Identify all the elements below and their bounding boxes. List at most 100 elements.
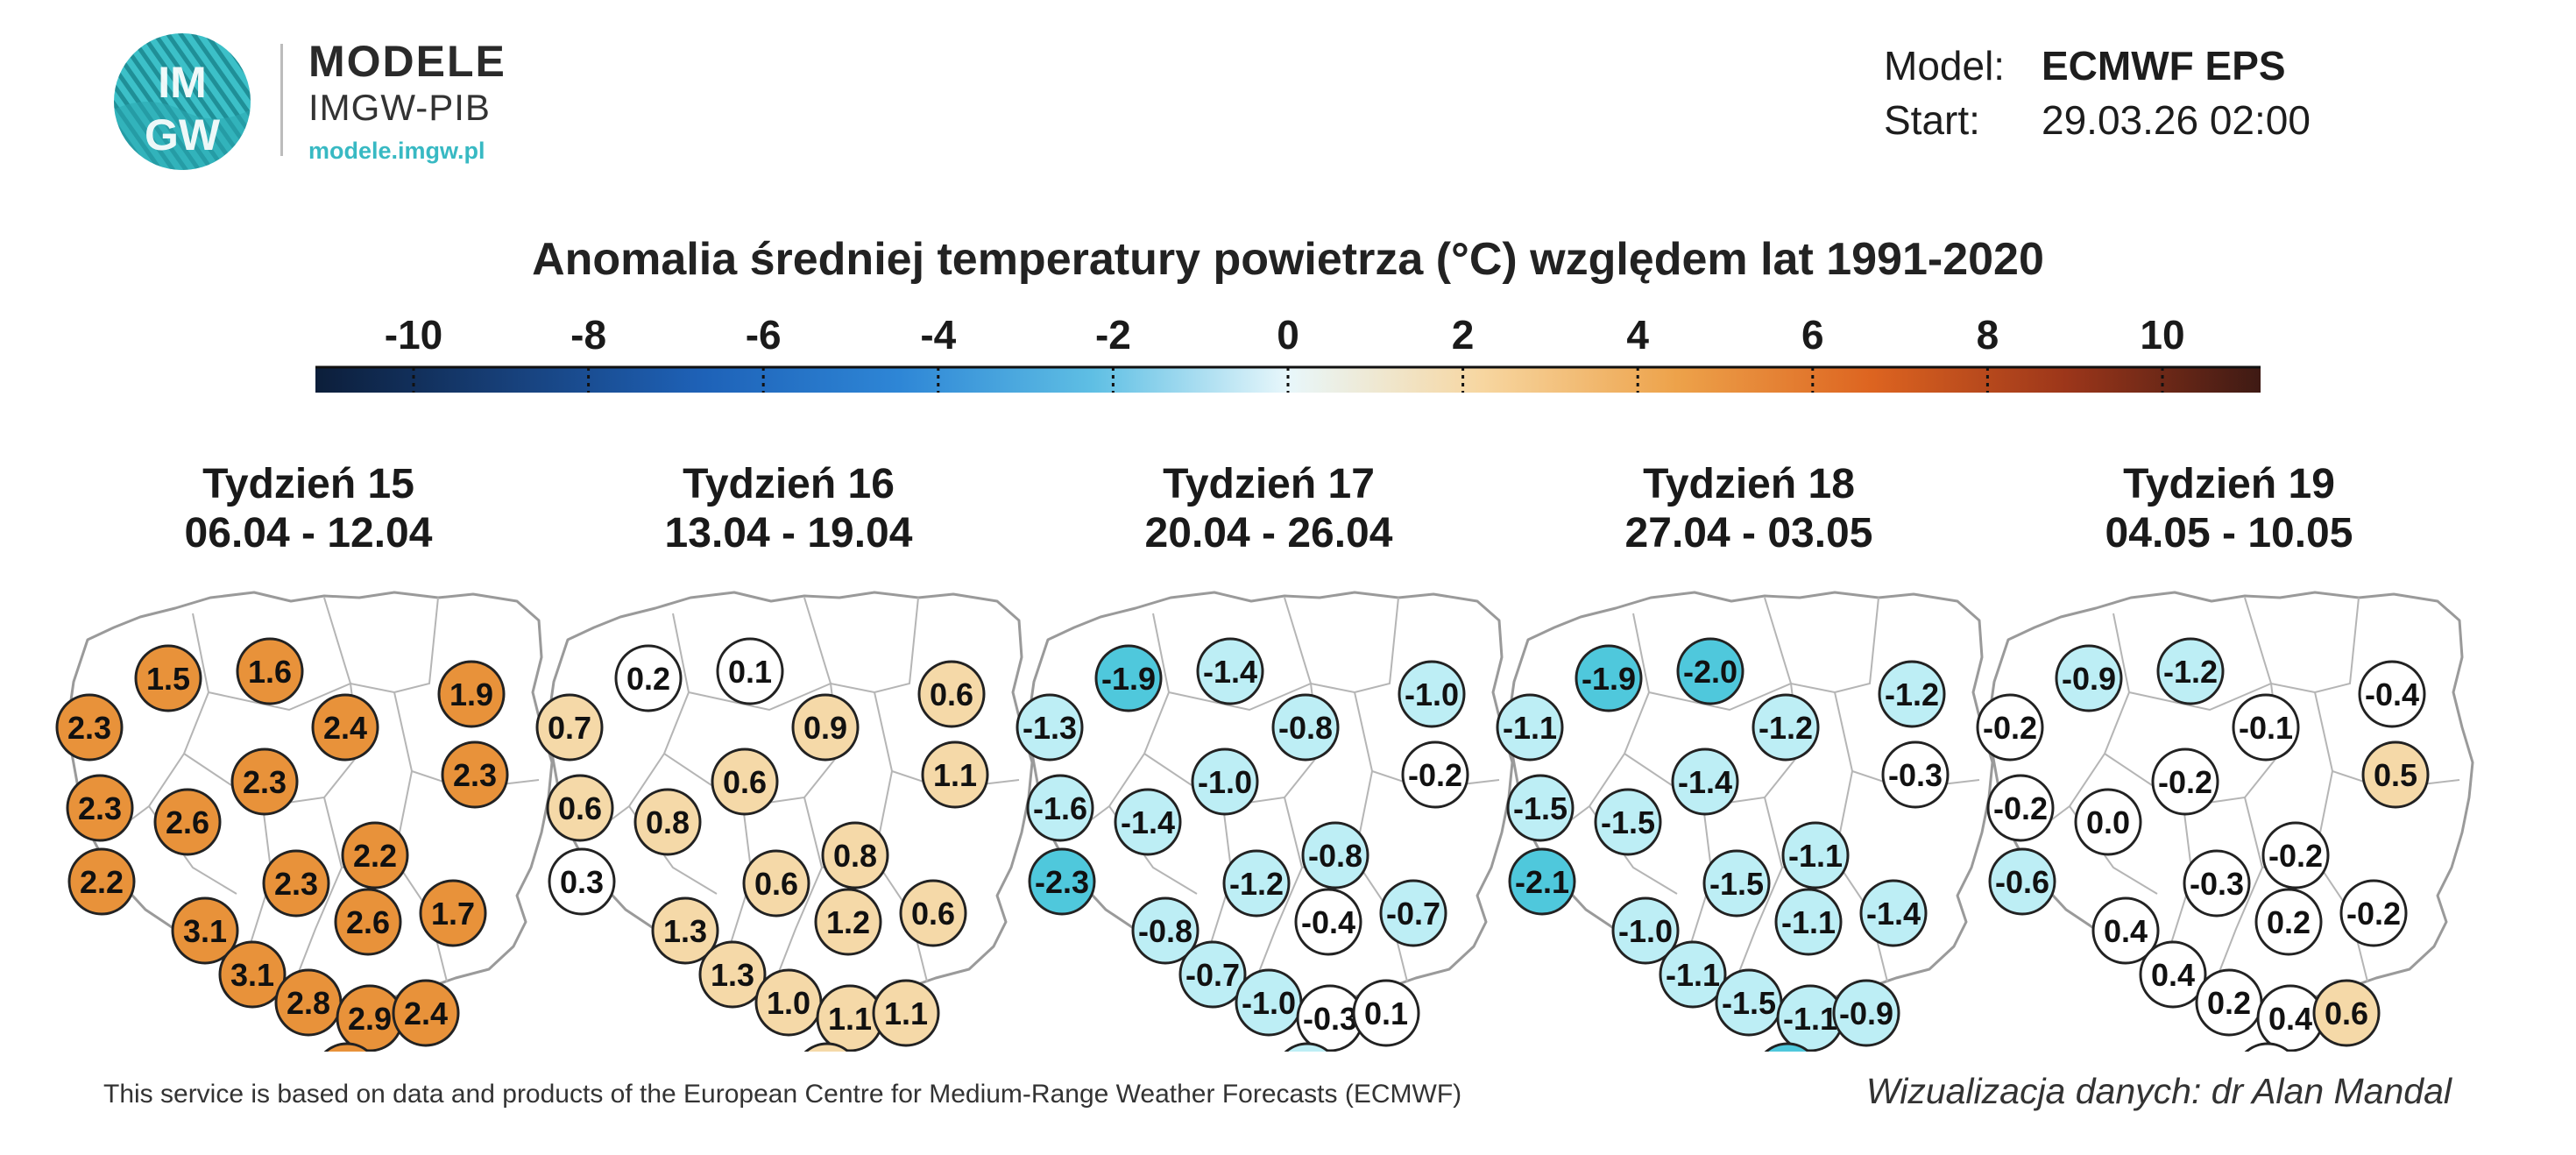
anomaly-marker — [2139, 940, 2207, 1009]
anomaly-value: 0.2 — [2207, 985, 2251, 1021]
anomaly-marker — [134, 644, 202, 712]
anomaly-value: 2.3 — [78, 790, 122, 826]
anomaly-value: -1.1 — [1781, 904, 1836, 940]
anomaly-value: 1.9 — [449, 677, 493, 712]
anomaly-value: 2.3 — [243, 764, 287, 800]
anomaly-marker — [2312, 979, 2381, 1047]
scale-tick-label: -8 — [570, 312, 606, 358]
region-border — [663, 753, 754, 972]
anomaly-value: -0.2 — [2158, 764, 2212, 800]
poland-map: -0.9 -1.2 -0.4 -0.2 -0.1 0.5 -0.2 -0.2 0.0 -0.2 -0… — [1976, 591, 2474, 1052]
anomaly-value: 2.9 — [348, 1001, 392, 1037]
anomaly-marker — [1878, 660, 1946, 728]
anomaly-value: 1.2 — [826, 904, 870, 940]
scale-tick-label: -6 — [746, 312, 782, 358]
anomaly-value: 0.5 — [2374, 757, 2417, 793]
anomaly-value: 0.4 — [2104, 913, 2148, 949]
brand-url[interactable]: modele.imgw.pl — [308, 138, 485, 164]
anomaly-value: 0.6 — [911, 896, 955, 932]
anomaly-marker — [1671, 748, 1739, 816]
anomaly-value: -1.5 — [1722, 985, 1776, 1021]
anomaly-marker — [1859, 879, 1928, 947]
anomaly-marker — [2055, 644, 2123, 712]
region-border — [183, 753, 273, 972]
page-title: Anomalia średniej temperatury powietrza … — [532, 234, 2044, 285]
anomaly-marker — [1496, 693, 1564, 762]
scale-tick-label: 8 — [1977, 312, 1999, 358]
anomaly-value: -1.3 — [1023, 710, 1077, 746]
anomaly-marker — [1026, 774, 1094, 842]
anomaly-marker — [2151, 748, 2219, 816]
region-border — [1730, 797, 1784, 993]
anomaly-value: -1.9 — [1101, 661, 1156, 697]
anomaly-marker — [548, 847, 616, 916]
anomaly-value: -0.1 — [2239, 710, 2293, 746]
anomaly-marker — [230, 748, 299, 816]
anomaly-value: -0.2 — [2346, 896, 2401, 932]
anomaly-marker — [218, 940, 287, 1009]
poland-map: 1.5 1.6 1.9 2.3 2.4 2.3 2.3 2.3 2.6 2.2 2.2 2.3 2.6 1… — [55, 591, 554, 1052]
anomaly-value: 1.1 — [828, 1001, 872, 1037]
anomaly-marker — [803, 1042, 851, 1052]
anomaly-marker — [1284, 1042, 1331, 1052]
anomaly-value: 0.3 — [560, 864, 604, 900]
anomaly-marker — [917, 660, 986, 728]
anomaly-value: 1.1 — [933, 757, 977, 793]
region-border — [873, 770, 928, 982]
anomaly-marker — [899, 879, 967, 947]
anomaly-value: -0.9 — [2062, 661, 2116, 697]
anomaly-value: -0.8 — [1278, 710, 1333, 746]
region-border — [208, 682, 395, 712]
anomaly-value: -1.4 — [1678, 764, 1732, 800]
week-dates: 20.04 - 26.04 — [1145, 510, 1393, 556]
anomaly-marker — [633, 788, 702, 856]
anomaly-marker — [1352, 979, 1420, 1047]
scale-tick-label: 4 — [1626, 312, 1649, 358]
anomaly-marker — [334, 888, 402, 956]
anomaly-marker — [872, 979, 940, 1047]
anomaly-marker — [2156, 637, 2225, 705]
anomaly-marker — [153, 788, 222, 856]
anomaly-value: -1.5 — [1709, 866, 1764, 902]
anomaly-marker — [1094, 644, 1163, 712]
anomaly-marker — [1611, 896, 1680, 965]
anomaly-marker — [1301, 821, 1369, 889]
anomaly-marker — [1781, 821, 1850, 889]
anomaly-marker — [2232, 693, 2300, 762]
anomaly-marker — [323, 1042, 371, 1052]
anomaly-value: -0.7 — [1185, 957, 1240, 993]
region-border — [1648, 682, 1836, 712]
anomaly-marker — [1398, 660, 1466, 728]
scale-tick-label: -4 — [920, 312, 956, 358]
anomaly-value: -1.0 — [1618, 913, 1673, 949]
anomaly-value: 0.7 — [548, 710, 591, 746]
start-value: 29.03.26 02:00 — [2042, 97, 2311, 143]
anomaly-value: -0.2 — [2268, 838, 2323, 874]
region-border — [2211, 797, 2264, 993]
anomaly-value: -1.9 — [1582, 661, 1636, 697]
anomaly-value: -0.2 — [1983, 710, 2037, 746]
region-border — [2313, 770, 2368, 982]
region-border — [2104, 753, 2194, 972]
anomaly-value: 0.8 — [646, 804, 690, 840]
anomaly-marker — [1016, 693, 1084, 762]
anomaly-value: 0.8 — [833, 838, 877, 874]
scale-bar — [315, 368, 2261, 393]
region-border — [393, 770, 448, 982]
region-border — [1353, 770, 1408, 982]
logo-text-gw: GW — [145, 110, 221, 159]
anomaly-value: -1.0 — [1405, 677, 1459, 712]
imgw-logo: IM GW — [114, 33, 251, 170]
logo-text-im: IM — [158, 58, 207, 107]
region-border — [1143, 753, 1234, 972]
anomaly-value: -0.8 — [1308, 838, 1362, 874]
anomaly-value: -1.1 — [1783, 1001, 1837, 1037]
anomaly-value: 0.9 — [803, 710, 847, 746]
anomaly-marker — [1774, 888, 1843, 956]
scale-tick-label: 6 — [1801, 312, 1824, 358]
start-label: Start: — [1884, 97, 1980, 143]
anomaly-marker — [791, 693, 860, 762]
region-border — [1168, 682, 1355, 712]
